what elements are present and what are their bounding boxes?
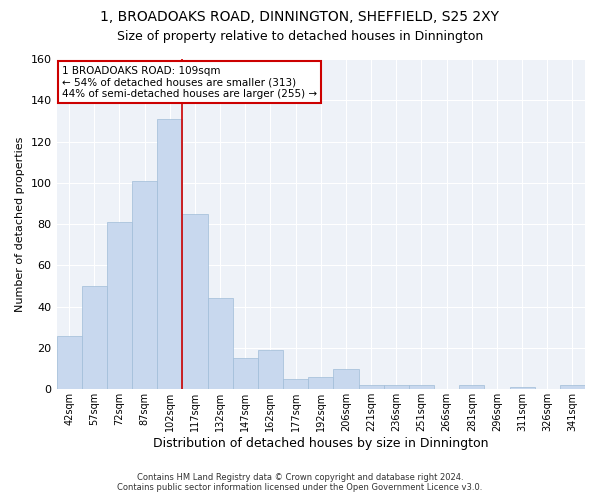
- Bar: [334, 368, 359, 390]
- Bar: [283, 379, 308, 390]
- Bar: [509, 387, 535, 390]
- Bar: [56, 336, 82, 390]
- Bar: [560, 385, 585, 390]
- Bar: [182, 214, 208, 390]
- Text: Size of property relative to detached houses in Dinnington: Size of property relative to detached ho…: [117, 30, 483, 43]
- Bar: [132, 181, 157, 390]
- Bar: [82, 286, 107, 390]
- Bar: [233, 358, 258, 390]
- Bar: [359, 385, 383, 390]
- Text: Contains HM Land Registry data © Crown copyright and database right 2024.
Contai: Contains HM Land Registry data © Crown c…: [118, 473, 482, 492]
- Bar: [308, 377, 334, 390]
- Bar: [157, 119, 182, 390]
- Bar: [409, 385, 434, 390]
- Bar: [107, 222, 132, 390]
- Bar: [208, 298, 233, 390]
- Bar: [258, 350, 283, 390]
- Bar: [459, 385, 484, 390]
- X-axis label: Distribution of detached houses by size in Dinnington: Distribution of detached houses by size …: [153, 437, 488, 450]
- Bar: [383, 385, 409, 390]
- Text: 1 BROADOAKS ROAD: 109sqm
← 54% of detached houses are smaller (313)
44% of semi-: 1 BROADOAKS ROAD: 109sqm ← 54% of detach…: [62, 66, 317, 99]
- Y-axis label: Number of detached properties: Number of detached properties: [15, 136, 25, 312]
- Text: 1, BROADOAKS ROAD, DINNINGTON, SHEFFIELD, S25 2XY: 1, BROADOAKS ROAD, DINNINGTON, SHEFFIELD…: [101, 10, 499, 24]
